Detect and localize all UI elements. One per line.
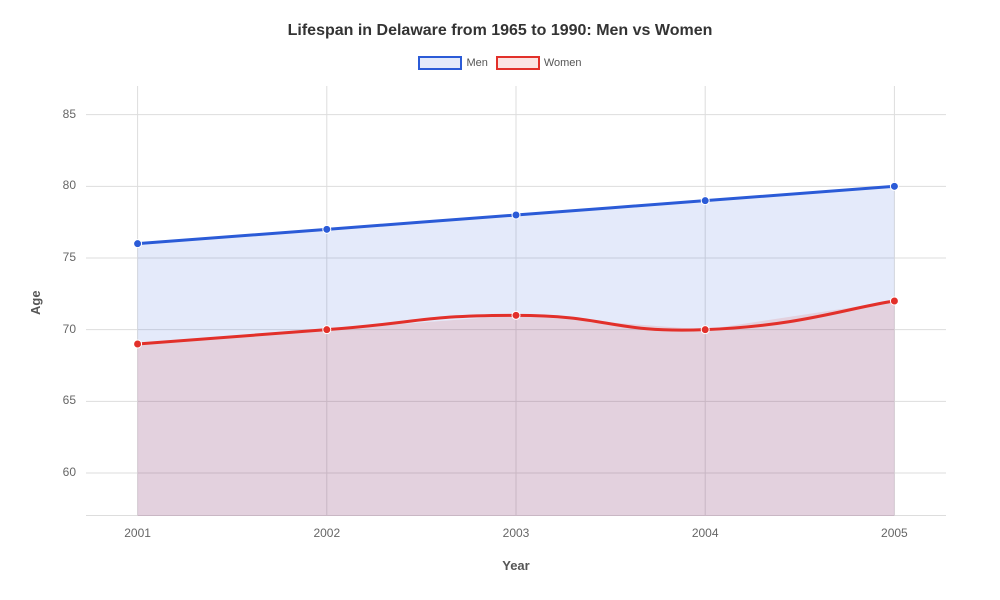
x-tick-label: 2001 [118,526,158,540]
data-point[interactable] [323,225,331,233]
data-point[interactable] [701,326,709,334]
y-tick-label: 70 [63,322,76,336]
legend-swatch-women [496,56,540,70]
data-point[interactable] [512,311,520,319]
x-tick-label: 2002 [307,526,347,540]
y-axis-title: Age [28,290,43,315]
data-point[interactable] [890,182,898,190]
legend-item-men[interactable]: Men [418,56,487,70]
x-axis-title: Year [86,558,946,573]
data-point[interactable] [512,211,520,219]
y-tick-label: 85 [63,107,76,121]
y-tick-label: 65 [63,393,76,407]
data-point[interactable] [890,297,898,305]
legend-swatch-men [418,56,462,70]
legend-label-men: Men [466,57,487,69]
legend-item-women[interactable]: Women [496,56,582,70]
y-tick-label: 75 [63,250,76,264]
x-tick-label: 2003 [496,526,536,540]
data-point[interactable] [323,326,331,334]
data-point[interactable] [134,240,142,248]
data-point[interactable] [701,197,709,205]
chart-legend: Men Women [0,56,1000,70]
y-tick-label: 80 [63,178,76,192]
legend-label-women: Women [544,57,582,69]
chart-plot-area [86,86,946,516]
data-point[interactable] [134,340,142,348]
y-tick-label: 60 [63,465,76,479]
x-tick-label: 2005 [874,526,914,540]
x-tick-label: 2004 [685,526,725,540]
chart-title: Lifespan in Delaware from 1965 to 1990: … [0,22,1000,40]
